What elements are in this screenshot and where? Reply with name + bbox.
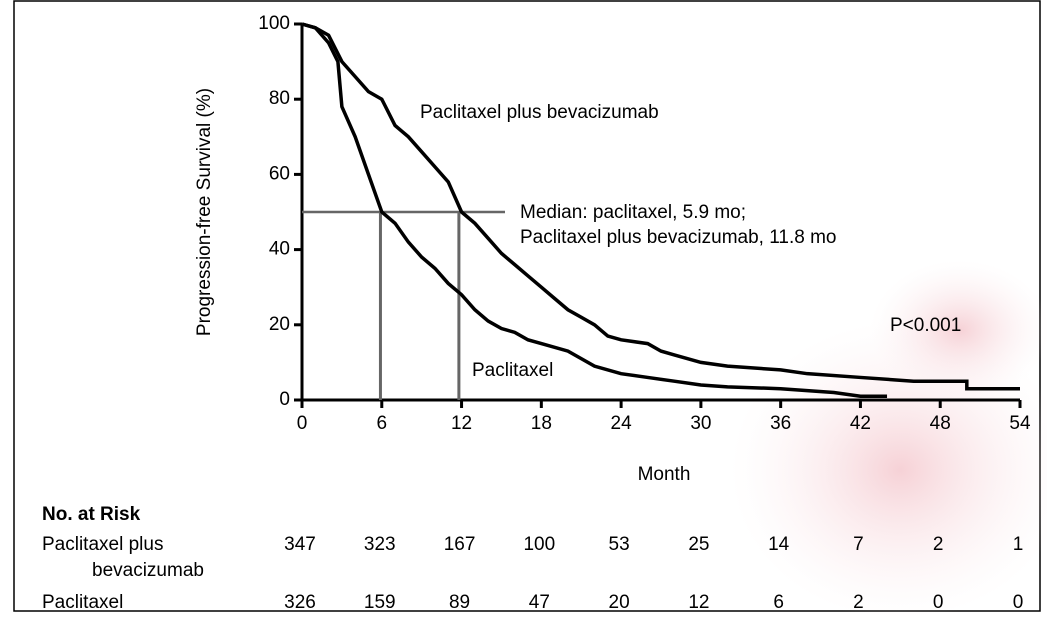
annotation: P<0.001 bbox=[890, 315, 961, 336]
y-tick-label: 40 bbox=[269, 239, 290, 260]
risk-count: 323 bbox=[364, 534, 396, 555]
annotation: Paclitaxel bbox=[472, 360, 553, 381]
risk-row-label: Paclitaxel bbox=[42, 592, 123, 613]
y-tick-label: 80 bbox=[269, 88, 290, 109]
risk-count: 347 bbox=[284, 534, 316, 555]
risk-count: 20 bbox=[609, 592, 630, 613]
annotation: Median: paclitaxel, 5.9 mo; bbox=[520, 202, 746, 223]
x-tick-label: 48 bbox=[930, 413, 951, 434]
y-tick-label: 60 bbox=[269, 163, 290, 184]
x-tick-label: 24 bbox=[611, 413, 633, 434]
risk-count: 2 bbox=[853, 592, 864, 613]
annotation: Paclitaxel plus bevacizumab bbox=[420, 102, 659, 123]
risk-row-label: bevacizumab bbox=[92, 560, 204, 581]
risk-count: 1 bbox=[1013, 534, 1024, 555]
x-tick-label: 42 bbox=[850, 413, 871, 434]
survival-curve bbox=[301, 22, 888, 398]
risk-count: 47 bbox=[529, 592, 550, 613]
risk-count: 0 bbox=[933, 592, 944, 613]
risk-table-title: No. at Risk bbox=[42, 504, 141, 525]
x-tick-label: 54 bbox=[1009, 413, 1031, 434]
y-tick-label: 100 bbox=[258, 13, 290, 34]
risk-count: 326 bbox=[284, 592, 316, 613]
risk-row-label: Paclitaxel plus bbox=[42, 534, 163, 555]
y-axis-label: Progression-free Survival (%) bbox=[194, 88, 215, 336]
risk-count: 6 bbox=[773, 592, 784, 613]
x-axis-label: Month bbox=[638, 464, 691, 485]
x-tick-label: 30 bbox=[690, 413, 711, 434]
risk-count: 100 bbox=[523, 534, 555, 555]
x-tick-label: 36 bbox=[770, 413, 791, 434]
x-tick-label: 18 bbox=[531, 413, 552, 434]
risk-count: 25 bbox=[688, 534, 709, 555]
x-tick-label: 0 bbox=[297, 413, 308, 434]
risk-count: 14 bbox=[768, 534, 790, 555]
risk-count: 2 bbox=[933, 534, 944, 555]
y-tick-label: 0 bbox=[279, 389, 290, 410]
annotation: Paclitaxel plus bevacizumab, 11.8 mo bbox=[520, 227, 836, 248]
survival-curve bbox=[301, 22, 1020, 391]
risk-count: 12 bbox=[688, 592, 709, 613]
x-tick-label: 6 bbox=[376, 413, 387, 434]
risk-count: 159 bbox=[364, 592, 396, 613]
risk-count: 7 bbox=[853, 534, 864, 555]
risk-count: 167 bbox=[444, 534, 476, 555]
background-flower bbox=[870, 260, 1047, 400]
y-tick-label: 20 bbox=[269, 314, 290, 335]
risk-count: 0 bbox=[1013, 592, 1024, 613]
risk-count: 89 bbox=[449, 592, 470, 613]
x-tick-label: 12 bbox=[451, 413, 472, 434]
risk-count: 53 bbox=[609, 534, 630, 555]
